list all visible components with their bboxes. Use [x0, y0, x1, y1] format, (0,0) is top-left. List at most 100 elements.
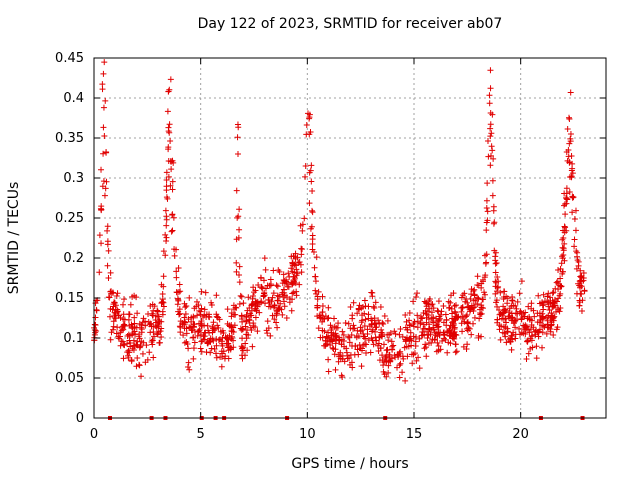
data-point: [494, 303, 501, 310]
data-point: [252, 314, 259, 321]
data-point: [445, 298, 452, 305]
data-point: [478, 284, 485, 291]
data-point: [169, 186, 176, 193]
data-point: [577, 290, 584, 297]
data-point: [283, 294, 290, 301]
data-point: [459, 328, 466, 335]
data-point: [531, 313, 538, 320]
data-point: [402, 312, 409, 319]
data-point: [251, 289, 258, 296]
data-point: [458, 308, 465, 315]
data-point: [239, 344, 246, 351]
data-point: [156, 339, 163, 346]
y-tick-label: 0.3: [63, 171, 84, 186]
data-point: [236, 206, 243, 213]
data-point: [139, 319, 146, 326]
data-point: [470, 320, 477, 327]
data-point: [285, 270, 292, 277]
data-point: [526, 329, 533, 336]
data-point: [525, 350, 532, 357]
data-point: [132, 331, 139, 338]
data-point: [99, 81, 106, 88]
data-point: [127, 301, 134, 308]
data-point: [509, 297, 516, 304]
data-point: [298, 251, 305, 258]
data-point: [559, 244, 566, 251]
data-point: [508, 303, 515, 310]
data-point: [452, 331, 459, 338]
data-point: [208, 299, 215, 306]
data-point: [400, 355, 407, 362]
data-point: [452, 349, 459, 356]
chart-title: Day 122 of 2023, SRMTID for receiver ab0…: [197, 16, 503, 32]
data-point: [464, 327, 471, 334]
data-point: [224, 306, 231, 313]
data-point: [252, 298, 259, 305]
data-point: [281, 303, 288, 310]
data-point: [242, 340, 249, 347]
data-point: [242, 323, 249, 330]
data-point: [550, 300, 557, 307]
data-point: [110, 301, 117, 308]
data-point: [238, 326, 245, 333]
data-point: [410, 298, 417, 305]
data-point: [488, 143, 495, 150]
data-point: [446, 304, 453, 311]
data-point: [183, 302, 190, 309]
data-point: [252, 305, 259, 312]
data-point: [481, 289, 488, 296]
data-point: [347, 361, 354, 368]
data-point: [262, 300, 269, 307]
data-point: [269, 312, 276, 319]
data-point: [214, 322, 221, 329]
data-point: [159, 298, 166, 305]
data-point: [236, 300, 243, 307]
data-point: [523, 338, 530, 345]
data-point: [347, 304, 354, 311]
data-point: [371, 304, 378, 311]
y-tick-label: 0.45: [55, 51, 84, 66]
data-point: [165, 88, 172, 95]
data-point: [289, 262, 296, 269]
data-point: [268, 298, 275, 305]
data-point: [389, 346, 396, 353]
data-point: [480, 296, 487, 303]
data-point: [557, 290, 564, 297]
data-point: [391, 328, 398, 335]
data-point: [434, 339, 441, 346]
data-point: [488, 130, 495, 137]
data-point: [159, 291, 166, 298]
data-point: [406, 317, 413, 324]
data-point: [471, 286, 478, 293]
data-point: [483, 227, 490, 234]
data-point: [261, 255, 268, 262]
data-point: [143, 342, 150, 349]
data-point: [430, 305, 437, 312]
data-point: [160, 283, 167, 290]
data-point: [345, 320, 352, 327]
data-point: [333, 334, 340, 341]
data-point: [560, 227, 567, 234]
data-point: [345, 333, 352, 340]
data-point: [492, 278, 499, 285]
data-point: [101, 59, 108, 66]
data-point: [160, 299, 167, 306]
data-point: [525, 326, 532, 333]
data-point: [286, 295, 293, 302]
data-point: [121, 322, 128, 329]
data-point: [406, 310, 413, 317]
data-point: [240, 300, 247, 307]
data-point: [265, 303, 272, 310]
data-point: [384, 346, 391, 353]
data-point: [548, 321, 555, 328]
data-point: [119, 301, 126, 308]
data-point: [236, 263, 243, 270]
data-point: [491, 219, 498, 226]
data-point: [308, 162, 315, 169]
data-point: [557, 275, 564, 282]
data-point: [386, 352, 393, 359]
data-point: [425, 297, 432, 304]
data-point: [533, 355, 540, 362]
data-point: [339, 373, 346, 380]
data-point: [413, 293, 420, 300]
